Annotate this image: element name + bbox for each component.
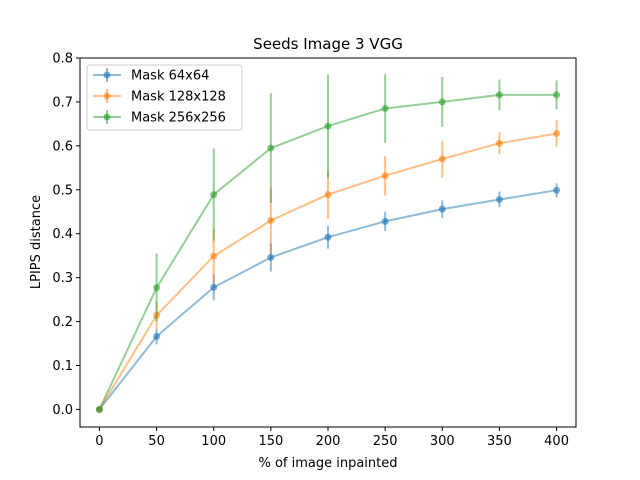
legend-label: Mask 256x256	[131, 111, 226, 126]
data-point	[553, 186, 561, 194]
data-point	[210, 283, 218, 291]
data-point	[381, 105, 389, 113]
legend-label: Mask 128x128	[131, 90, 226, 105]
legend-entry: Mask 64x64	[93, 68, 209, 84]
plot-area	[95, 74, 561, 413]
y-tick-label: 0.6	[52, 139, 73, 154]
data-point	[438, 205, 446, 213]
data-point	[381, 217, 389, 225]
data-point	[495, 195, 503, 203]
data-point	[553, 91, 561, 99]
x-tick-label: 350	[487, 434, 512, 449]
data-point	[381, 172, 389, 180]
x-tick-label: 200	[316, 434, 341, 449]
y-tick-label: 0.7	[52, 95, 73, 110]
data-point	[553, 130, 561, 138]
legend-label: Mask 64x64	[131, 69, 209, 84]
y-axis: 0.0 0.1 0.2 0.3 0.4 0.5 0.6 0.7 0.8	[52, 52, 80, 418]
x-tick-label: 150	[258, 434, 283, 449]
legend-entry: Mask 256x256	[93, 110, 226, 126]
data-point	[267, 253, 275, 261]
data-point	[267, 144, 275, 152]
legend-marker	[103, 113, 111, 121]
chart-title: Seeds Image 3 VGG	[253, 35, 403, 53]
series-3	[95, 74, 561, 413]
x-tick-label: 100	[201, 434, 226, 449]
data-point	[153, 284, 161, 292]
data-point	[95, 405, 103, 413]
y-axis-label: LPIPS distance	[29, 195, 44, 289]
legend-entry: Mask 128x128	[93, 89, 226, 105]
legend-marker	[103, 71, 111, 79]
data-point	[438, 98, 446, 106]
data-point	[324, 191, 332, 199]
x-axis-label: % of image inpainted	[258, 456, 397, 471]
data-point	[495, 91, 503, 99]
x-tick-label: 250	[373, 434, 398, 449]
y-tick-label: 0.0	[52, 403, 73, 418]
y-tick-label: 0.8	[52, 52, 73, 67]
legend-marker	[103, 92, 111, 100]
y-tick-label: 0.3	[52, 271, 73, 286]
legend: Mask 64x64 Mask 128x128 Mask 256x256	[86, 64, 243, 131]
x-tick-label: 400	[544, 434, 569, 449]
x-tick-label: 0	[95, 434, 103, 449]
y-tick-label: 0.4	[52, 227, 73, 242]
x-tick-label: 50	[148, 434, 165, 449]
y-tick-label: 0.1	[52, 359, 73, 374]
x-tick-label: 300	[430, 434, 455, 449]
data-point	[153, 333, 161, 341]
data-point	[324, 122, 332, 130]
x-axis: 0 50 100 150 200 250 300 350 400	[95, 427, 569, 449]
data-point	[438, 155, 446, 163]
data-point	[324, 233, 332, 241]
data-point	[210, 191, 218, 199]
legend-box	[86, 64, 243, 131]
y-tick-label: 0.5	[52, 183, 73, 198]
data-point	[495, 139, 503, 147]
data-point	[210, 252, 218, 260]
y-tick-label: 0.2	[52, 315, 73, 330]
data-point	[267, 217, 275, 225]
